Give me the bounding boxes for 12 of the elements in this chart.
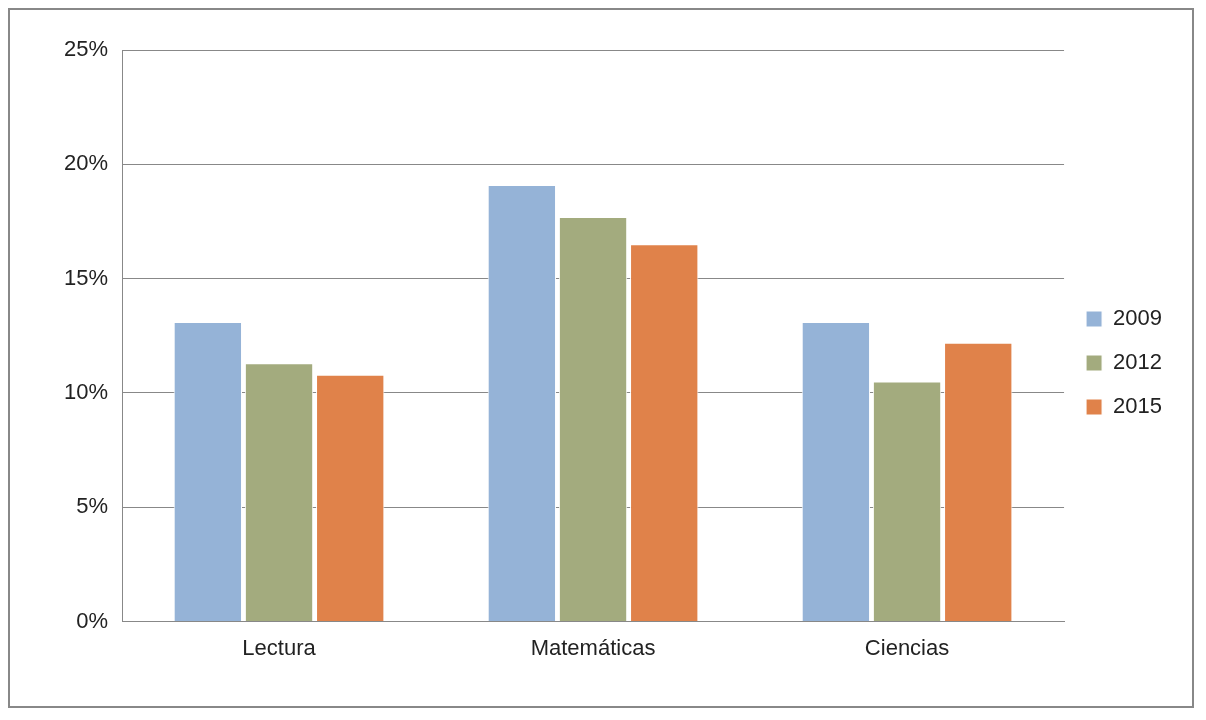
x-tick-label: Ciencias [864, 634, 950, 660]
legend-label: 2009 [1113, 305, 1163, 331]
y-tick-label: 15% [63, 264, 109, 290]
y-tick-label: 0% [76, 607, 109, 633]
x-tick-label: Matemáticas [530, 634, 656, 660]
legend-label: 2015 [1113, 393, 1163, 419]
legend-label: 2012 [1113, 349, 1163, 375]
x-tick-label: Lectura [242, 634, 317, 660]
y-tick-label: 10% [63, 379, 109, 405]
y-tick-label: 25% [63, 36, 109, 62]
y-tick-label: 20% [63, 150, 109, 176]
y-tick-label: 5% [76, 493, 109, 519]
